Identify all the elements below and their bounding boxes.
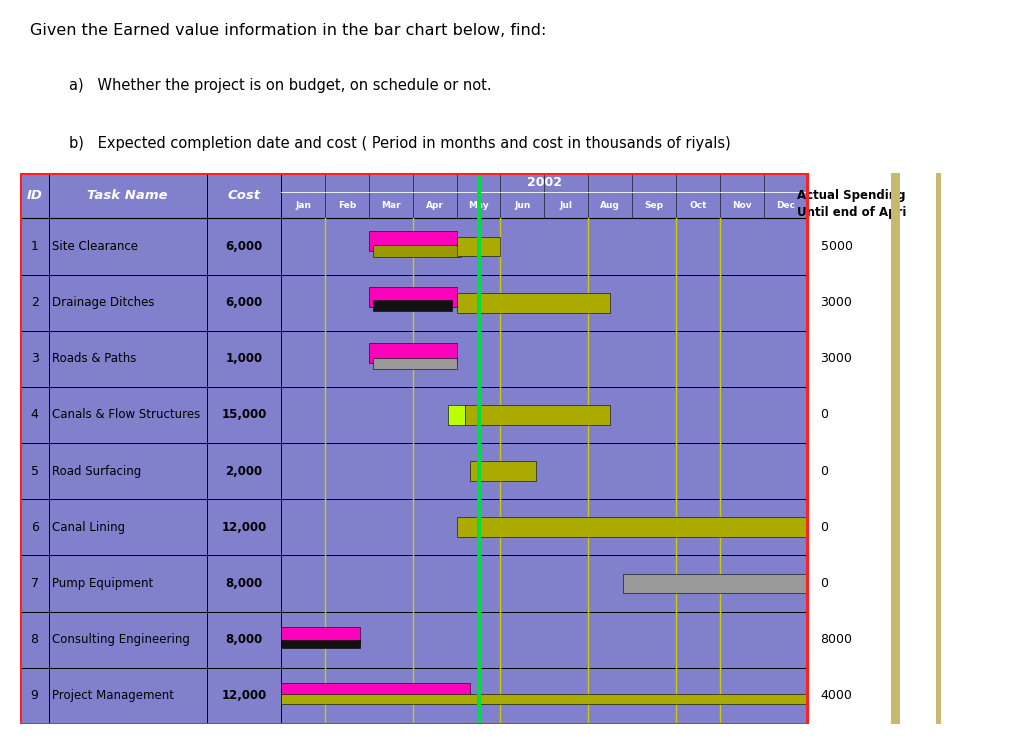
Text: Project Management: Project Management (53, 689, 175, 702)
Text: Task Name: Task Name (87, 189, 168, 202)
Text: 3000: 3000 (821, 352, 852, 366)
Text: Canal Lining: Canal Lining (53, 521, 125, 534)
Text: 0: 0 (821, 409, 829, 421)
Text: 2002: 2002 (527, 176, 562, 189)
Bar (281, 640, 360, 648)
Text: Feb: Feb (338, 201, 357, 210)
Text: 12,000: 12,000 (221, 521, 266, 534)
Text: Dec: Dec (776, 201, 795, 210)
Bar (465, 405, 610, 425)
Bar (281, 683, 469, 697)
Text: 2,000: 2,000 (226, 464, 262, 477)
Text: Roads & Paths: Roads & Paths (53, 352, 137, 366)
Text: Mar: Mar (381, 201, 400, 210)
Bar (469, 461, 535, 481)
Text: Cost: Cost (228, 189, 260, 202)
Bar (456, 293, 610, 312)
Bar (281, 694, 808, 703)
Text: Nov: Nov (732, 201, 752, 210)
Bar (369, 287, 456, 307)
Text: a)   Whether the project is on budget, on schedule or not.: a) Whether the project is on budget, on … (69, 78, 492, 93)
Bar (369, 231, 456, 251)
Bar (456, 517, 808, 537)
Text: 5: 5 (30, 464, 39, 477)
Bar (281, 173, 808, 192)
Text: 4: 4 (30, 409, 39, 421)
Text: 7: 7 (30, 577, 39, 590)
Text: Aug: Aug (600, 201, 620, 210)
Text: 4000: 4000 (821, 689, 852, 702)
Text: Canals & Flow Structures: Canals & Flow Structures (53, 409, 200, 421)
Bar (373, 300, 452, 311)
Text: 6: 6 (30, 521, 39, 534)
Text: ID: ID (26, 189, 43, 202)
Text: 9: 9 (30, 689, 39, 702)
Bar (936, 173, 941, 724)
Text: 15,000: 15,000 (221, 409, 266, 421)
Bar (281, 627, 360, 644)
Text: May: May (468, 201, 489, 210)
Text: 8: 8 (30, 633, 39, 646)
Text: Site Clearance: Site Clearance (53, 240, 138, 253)
Text: 0: 0 (821, 521, 829, 534)
Bar (373, 245, 461, 256)
Text: 1,000: 1,000 (226, 352, 262, 366)
Bar (373, 357, 456, 369)
Text: 1: 1 (30, 240, 39, 253)
Bar (891, 173, 900, 724)
Text: 12,000: 12,000 (221, 689, 266, 702)
Text: 0: 0 (821, 577, 829, 590)
Text: Drainage Ditches: Drainage Ditches (53, 296, 154, 309)
Text: 5000: 5000 (821, 240, 852, 253)
Text: Pump Equipment: Pump Equipment (53, 577, 153, 590)
Bar (369, 343, 456, 363)
Text: 8,000: 8,000 (226, 577, 262, 590)
Text: Jan: Jan (295, 201, 311, 210)
Text: 3: 3 (30, 352, 39, 366)
Text: 0: 0 (821, 464, 829, 477)
Text: Jul: Jul (560, 201, 573, 210)
Text: Sep: Sep (644, 201, 663, 210)
Text: 8000: 8000 (821, 633, 852, 646)
Text: Consulting Engineering: Consulting Engineering (53, 633, 190, 646)
Bar (448, 405, 465, 425)
Text: Jun: Jun (514, 201, 530, 210)
Text: Actual Spending: Actual Spending (797, 189, 905, 202)
Text: Given the Earned value information in the bar chart below, find:: Given the Earned value information in th… (30, 23, 547, 38)
Text: Until end of Apri: Until end of Apri (797, 206, 906, 219)
Text: 6,000: 6,000 (226, 240, 262, 253)
Text: b)   Expected completion date and cost ( Period in months and cost in thousands : b) Expected completion date and cost ( P… (69, 136, 731, 151)
Text: 2: 2 (30, 296, 39, 309)
Text: Oct: Oct (689, 201, 706, 210)
Text: Road Surfacing: Road Surfacing (53, 464, 141, 477)
Text: Apr: Apr (426, 201, 444, 210)
Text: 3000: 3000 (821, 296, 852, 309)
Text: 8,000: 8,000 (226, 633, 262, 646)
Text: 6,000: 6,000 (226, 296, 262, 309)
Bar (456, 237, 501, 256)
Bar (623, 574, 808, 593)
